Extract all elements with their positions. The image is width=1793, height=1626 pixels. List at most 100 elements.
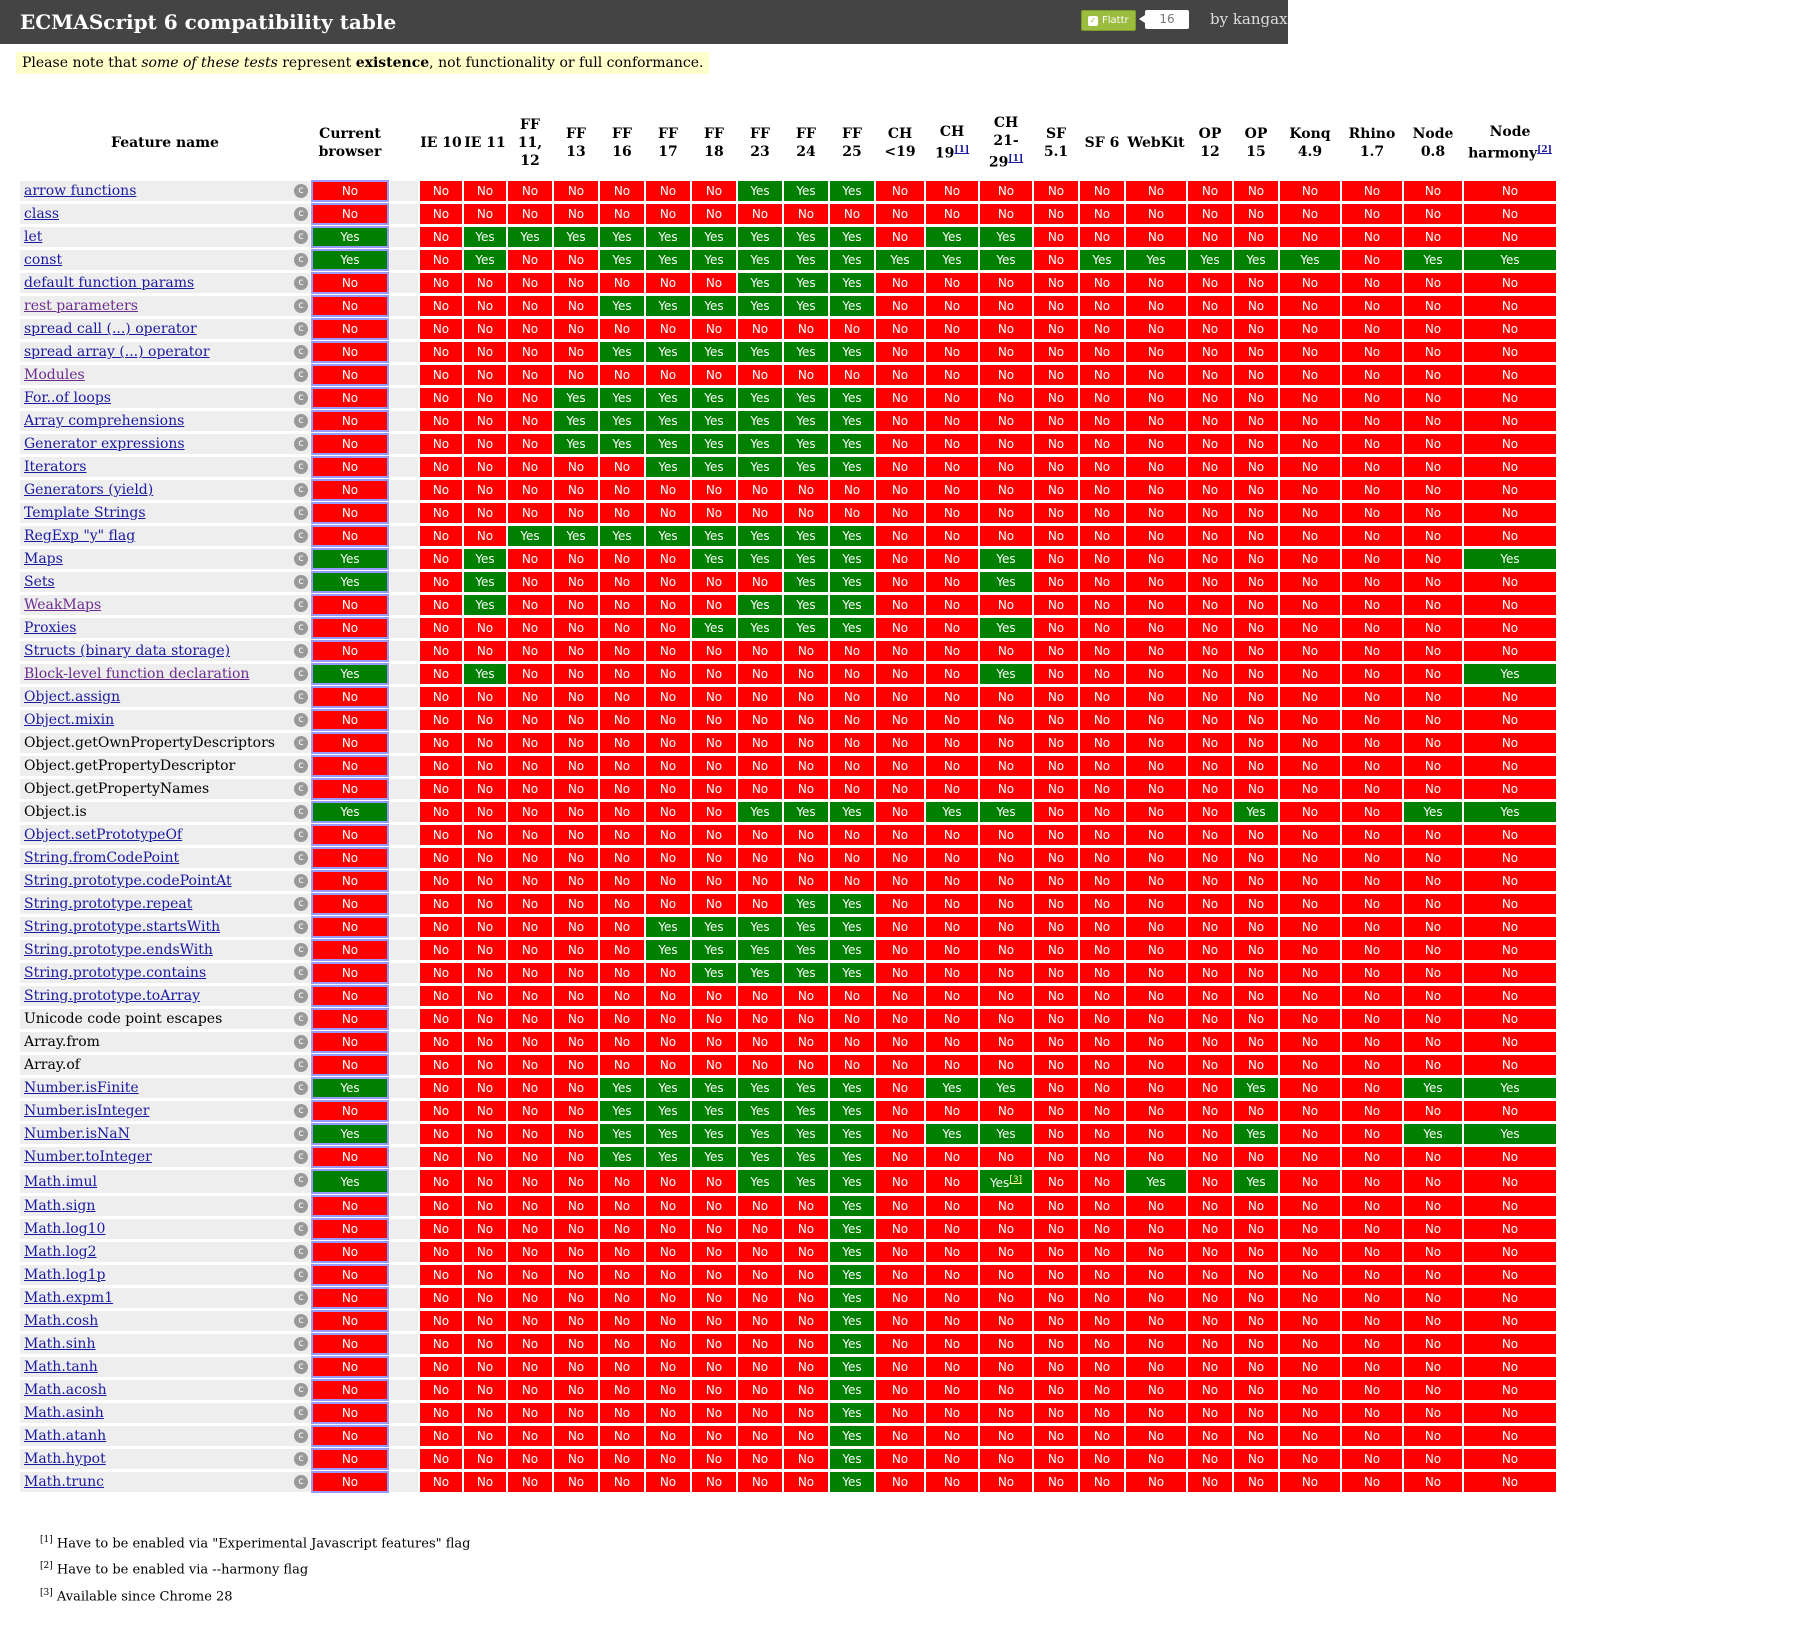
show-code-icon[interactable]: c (294, 713, 308, 727)
show-code-icon[interactable]: c (294, 644, 308, 658)
feature-link[interactable]: Iterators (24, 459, 87, 475)
feature-link[interactable]: String.prototype.contains (24, 965, 207, 981)
show-code-icon[interactable]: c (294, 736, 308, 750)
show-code-icon[interactable]: c (294, 1291, 308, 1305)
show-code-icon[interactable]: c (294, 598, 308, 612)
feature-link[interactable]: Sets (24, 574, 55, 590)
show-code-icon[interactable]: c (294, 1383, 308, 1397)
show-code-icon[interactable]: c (294, 1012, 308, 1026)
show-code-icon[interactable]: c (294, 943, 308, 957)
show-code-icon[interactable]: c (294, 874, 308, 888)
show-code-icon[interactable]: c (294, 621, 308, 635)
feature-link[interactable]: Template Strings (24, 505, 146, 521)
feature-link[interactable]: Math.hypot (24, 1451, 106, 1467)
feature-link[interactable]: default function params (24, 275, 195, 291)
show-code-icon[interactable]: c (294, 575, 308, 589)
feature-link[interactable]: For..of loops (24, 390, 111, 406)
show-code-icon[interactable]: c (294, 759, 308, 773)
feature-link[interactable]: Math.sign (24, 1198, 96, 1214)
show-code-icon[interactable]: c (294, 1150, 308, 1164)
show-code-icon[interactable]: c (294, 1429, 308, 1443)
show-code-icon[interactable]: c (294, 1406, 308, 1420)
footnote-link[interactable]: [1] (954, 145, 970, 156)
feature-link[interactable]: String.prototype.startsWith (24, 919, 221, 935)
feature-link[interactable]: spread call (...) operator (24, 321, 197, 337)
show-code-icon[interactable]: c (294, 690, 308, 704)
footnote-link[interactable]: [2] (1537, 145, 1552, 156)
feature-link[interactable]: String.prototype.codePointAt (24, 873, 232, 889)
show-code-icon[interactable]: c (294, 920, 308, 934)
feature-link[interactable]: Block-level function declaration (24, 666, 250, 682)
show-code-icon[interactable]: c (294, 414, 308, 428)
show-code-icon[interactable]: c (294, 851, 308, 865)
show-code-icon[interactable]: c (294, 299, 308, 313)
feature-link[interactable]: Math.log1p (24, 1267, 106, 1283)
show-code-icon[interactable]: c (294, 460, 308, 474)
show-code-icon[interactable]: c (294, 966, 308, 980)
feature-link[interactable]: class (24, 206, 60, 222)
show-code-icon[interactable]: c (294, 897, 308, 911)
feature-link[interactable]: RegExp "y" flag (24, 528, 136, 544)
show-code-icon[interactable]: c (294, 1173, 308, 1187)
feature-link[interactable]: Math.asinh (24, 1405, 104, 1421)
footnote-link[interactable]: [1] (1008, 154, 1024, 165)
feature-link[interactable]: String.prototype.toArray (24, 988, 200, 1004)
feature-link[interactable]: Object.mixin (24, 712, 115, 728)
show-code-icon[interactable]: c (294, 1475, 308, 1489)
show-code-icon[interactable]: c (294, 1081, 308, 1095)
show-code-icon[interactable]: c (294, 391, 308, 405)
show-code-icon[interactable]: c (294, 276, 308, 290)
show-code-icon[interactable]: c (294, 1058, 308, 1072)
show-code-icon[interactable]: c (294, 368, 308, 382)
feature-link[interactable]: WeakMaps (24, 597, 102, 613)
show-code-icon[interactable]: c (294, 483, 308, 497)
feature-link[interactable]: Math.tanh (24, 1359, 98, 1375)
show-code-icon[interactable]: c (294, 552, 308, 566)
feature-link[interactable]: Math.acosh (24, 1382, 107, 1398)
show-code-icon[interactable]: c (294, 1268, 308, 1282)
feature-link[interactable]: Array comprehensions (24, 413, 185, 429)
feature-link[interactable]: rest parameters (24, 298, 138, 314)
feature-link[interactable]: Generators (yield) (24, 482, 154, 498)
feature-link[interactable]: Math.log2 (24, 1244, 97, 1260)
show-code-icon[interactable]: c (294, 506, 308, 520)
feature-link[interactable]: Math.atanh (24, 1428, 107, 1444)
show-code-icon[interactable]: c (294, 989, 308, 1003)
show-code-icon[interactable]: c (294, 184, 308, 198)
show-code-icon[interactable]: c (294, 828, 308, 842)
feature-link[interactable]: Math.imul (24, 1173, 98, 1190)
footnote-link[interactable]: [3] (1009, 1175, 1023, 1185)
feature-link[interactable]: Number.isNaN (24, 1126, 130, 1142)
show-code-icon[interactable]: c (294, 529, 308, 543)
feature-link[interactable]: String.prototype.repeat (24, 896, 193, 912)
feature-link[interactable]: Math.cosh (24, 1313, 99, 1329)
feature-link[interactable]: Object.assign (24, 689, 121, 705)
show-code-icon[interactable]: c (294, 667, 308, 681)
feature-link[interactable]: Maps (24, 551, 63, 567)
feature-link[interactable]: Number.toInteger (24, 1149, 152, 1165)
feature-link[interactable]: Math.expm1 (24, 1290, 114, 1306)
show-code-icon[interactable]: c (294, 1222, 308, 1236)
show-code-icon[interactable]: c (294, 805, 308, 819)
show-code-icon[interactable]: c (294, 253, 308, 267)
feature-link[interactable]: Modules (24, 367, 85, 383)
feature-link[interactable]: Math.log10 (24, 1221, 106, 1237)
feature-link[interactable]: String.fromCodePoint (24, 850, 180, 866)
show-code-icon[interactable]: c (294, 1360, 308, 1374)
show-code-icon[interactable]: c (294, 207, 308, 221)
feature-link[interactable]: let (24, 229, 43, 245)
flattr-button[interactable]: ✓ Flattr (1081, 10, 1136, 31)
feature-link[interactable]: spread array (...) operator (24, 344, 210, 360)
show-code-icon[interactable]: c (294, 437, 308, 451)
show-code-icon[interactable]: c (294, 782, 308, 796)
show-code-icon[interactable]: c (294, 1104, 308, 1118)
feature-link[interactable]: Math.trunc (24, 1474, 104, 1490)
show-code-icon[interactable]: c (294, 1199, 308, 1213)
feature-link[interactable]: const (24, 252, 63, 268)
feature-link[interactable]: Generator expressions (24, 436, 185, 452)
show-code-icon[interactable]: c (294, 1452, 308, 1466)
show-code-icon[interactable]: c (294, 322, 308, 336)
show-code-icon[interactable]: c (294, 230, 308, 244)
feature-link[interactable]: Math.sinh (24, 1336, 96, 1352)
feature-link[interactable]: Object.setPrototypeOf (24, 827, 183, 843)
